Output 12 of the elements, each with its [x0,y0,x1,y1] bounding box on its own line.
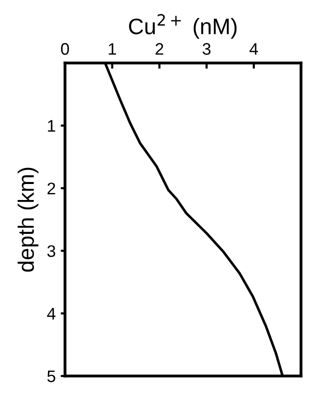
y-tick-label: 5 [47,370,56,382]
x-tick-label: 3 [202,43,210,55]
y-tick-label: 3 [47,245,56,258]
x-tick-label: 2 [156,43,164,55]
x-tick-label: 1 [108,43,116,55]
x-tick-label: 4 [250,43,258,55]
y-tick-label: 4 [47,308,56,320]
y-tick-label: 1 [48,120,56,132]
x-tick-label: 0 [61,43,69,55]
y-axis-title: depth (km) [18,168,38,272]
x-axis-title: Cu$^{2+}$ (nM) [129,14,237,39]
y-tick-label: 2 [48,182,56,194]
